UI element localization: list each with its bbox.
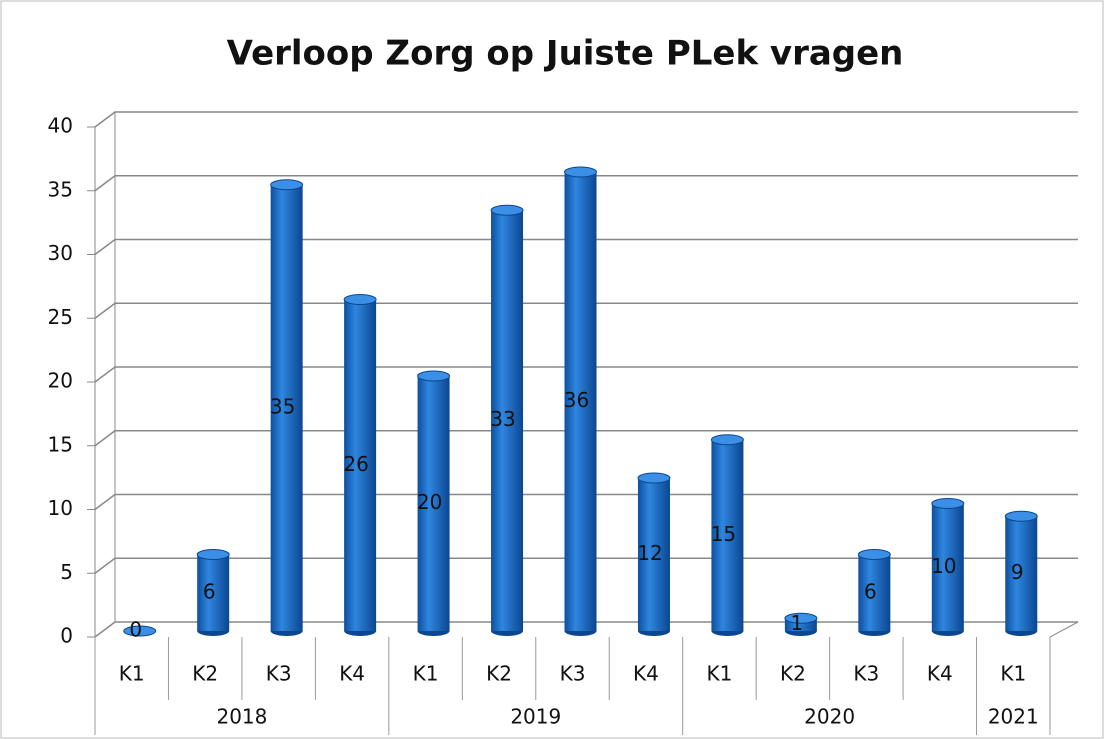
x-tick-label: K2: [192, 662, 218, 686]
x-tick-label: K1: [413, 662, 439, 686]
data-label: 20: [417, 490, 442, 514]
data-label: 26: [343, 452, 368, 476]
y-tick-label: 35: [48, 177, 73, 201]
data-label: 15: [711, 522, 736, 546]
bar-top: [637, 472, 671, 484]
bar-top: [490, 204, 524, 216]
data-label: 35: [270, 394, 295, 418]
x-tick-label: K1: [1000, 662, 1026, 686]
bar: [491, 210, 524, 631]
grid-line: [94, 430, 1078, 447]
grid-line: [94, 493, 1078, 511]
bar-top: [270, 179, 304, 191]
group-label: 2018: [216, 705, 267, 729]
data-label: 6: [203, 579, 216, 603]
bar-top: [343, 294, 377, 305]
group-label: 2021: [988, 705, 1039, 729]
data-label: 12: [637, 541, 662, 565]
x-tick-label: K1: [119, 662, 145, 686]
y-tick-label: 40: [48, 114, 73, 138]
bar: [344, 299, 377, 631]
data-label: 1: [791, 611, 804, 635]
bar: [711, 439, 744, 631]
x-tick-label: K2: [486, 662, 512, 686]
data-label: 6: [864, 579, 877, 603]
bar-top: [784, 612, 818, 624]
bar-top: [564, 166, 597, 178]
grid-line: [94, 302, 1078, 319]
x-tick-label: K3: [266, 662, 292, 686]
bar-top: [123, 625, 157, 637]
y-tick-label: 5: [60, 560, 73, 584]
bar: [270, 184, 303, 631]
x-tick-label: K3: [853, 662, 879, 686]
group-label: 2019: [510, 705, 561, 729]
grid-line: [94, 366, 1078, 383]
x-tick-label: K4: [633, 662, 659, 686]
bar-top: [931, 498, 965, 509]
data-label: 0: [129, 618, 142, 642]
x-tick-label: K4: [339, 662, 365, 686]
bar: [931, 503, 964, 631]
x-tick-label: K4: [927, 662, 953, 686]
y-tick-label: 25: [48, 305, 73, 329]
y-tick-label: 15: [48, 432, 73, 456]
grid-line: [94, 175, 1078, 192]
data-label: 9: [1011, 560, 1024, 584]
bar: [417, 376, 450, 631]
bar: [564, 172, 597, 631]
bar: [1005, 516, 1038, 631]
bar: [858, 554, 891, 631]
data-label: 33: [490, 407, 515, 431]
y-tick-label: 30: [48, 241, 73, 265]
bar-top: [710, 434, 744, 446]
grid-line: [94, 621, 1078, 638]
x-tick-label: K3: [560, 662, 586, 686]
bar-top: [196, 549, 230, 560]
bar-top: [1004, 510, 1038, 522]
grid-line: [94, 238, 1078, 256]
x-tick-label: K2: [780, 662, 806, 686]
bar: [637, 478, 670, 631]
y-tick-label: 20: [48, 369, 73, 393]
grid-line: [94, 111, 1078, 128]
data-label: 10: [931, 554, 956, 578]
grid-line: [94, 557, 1078, 574]
bar: [197, 554, 230, 631]
bar-top: [417, 370, 451, 382]
bar-top: [857, 549, 891, 560]
data-label: 36: [564, 388, 589, 412]
y-tick-label: 0: [60, 624, 73, 648]
x-tick-label: K1: [707, 662, 733, 686]
chart-title: Verloop Zorg op Juiste PLek vragen: [227, 34, 904, 74]
y-tick-label: 10: [48, 496, 73, 520]
group-label: 2020: [804, 705, 855, 729]
